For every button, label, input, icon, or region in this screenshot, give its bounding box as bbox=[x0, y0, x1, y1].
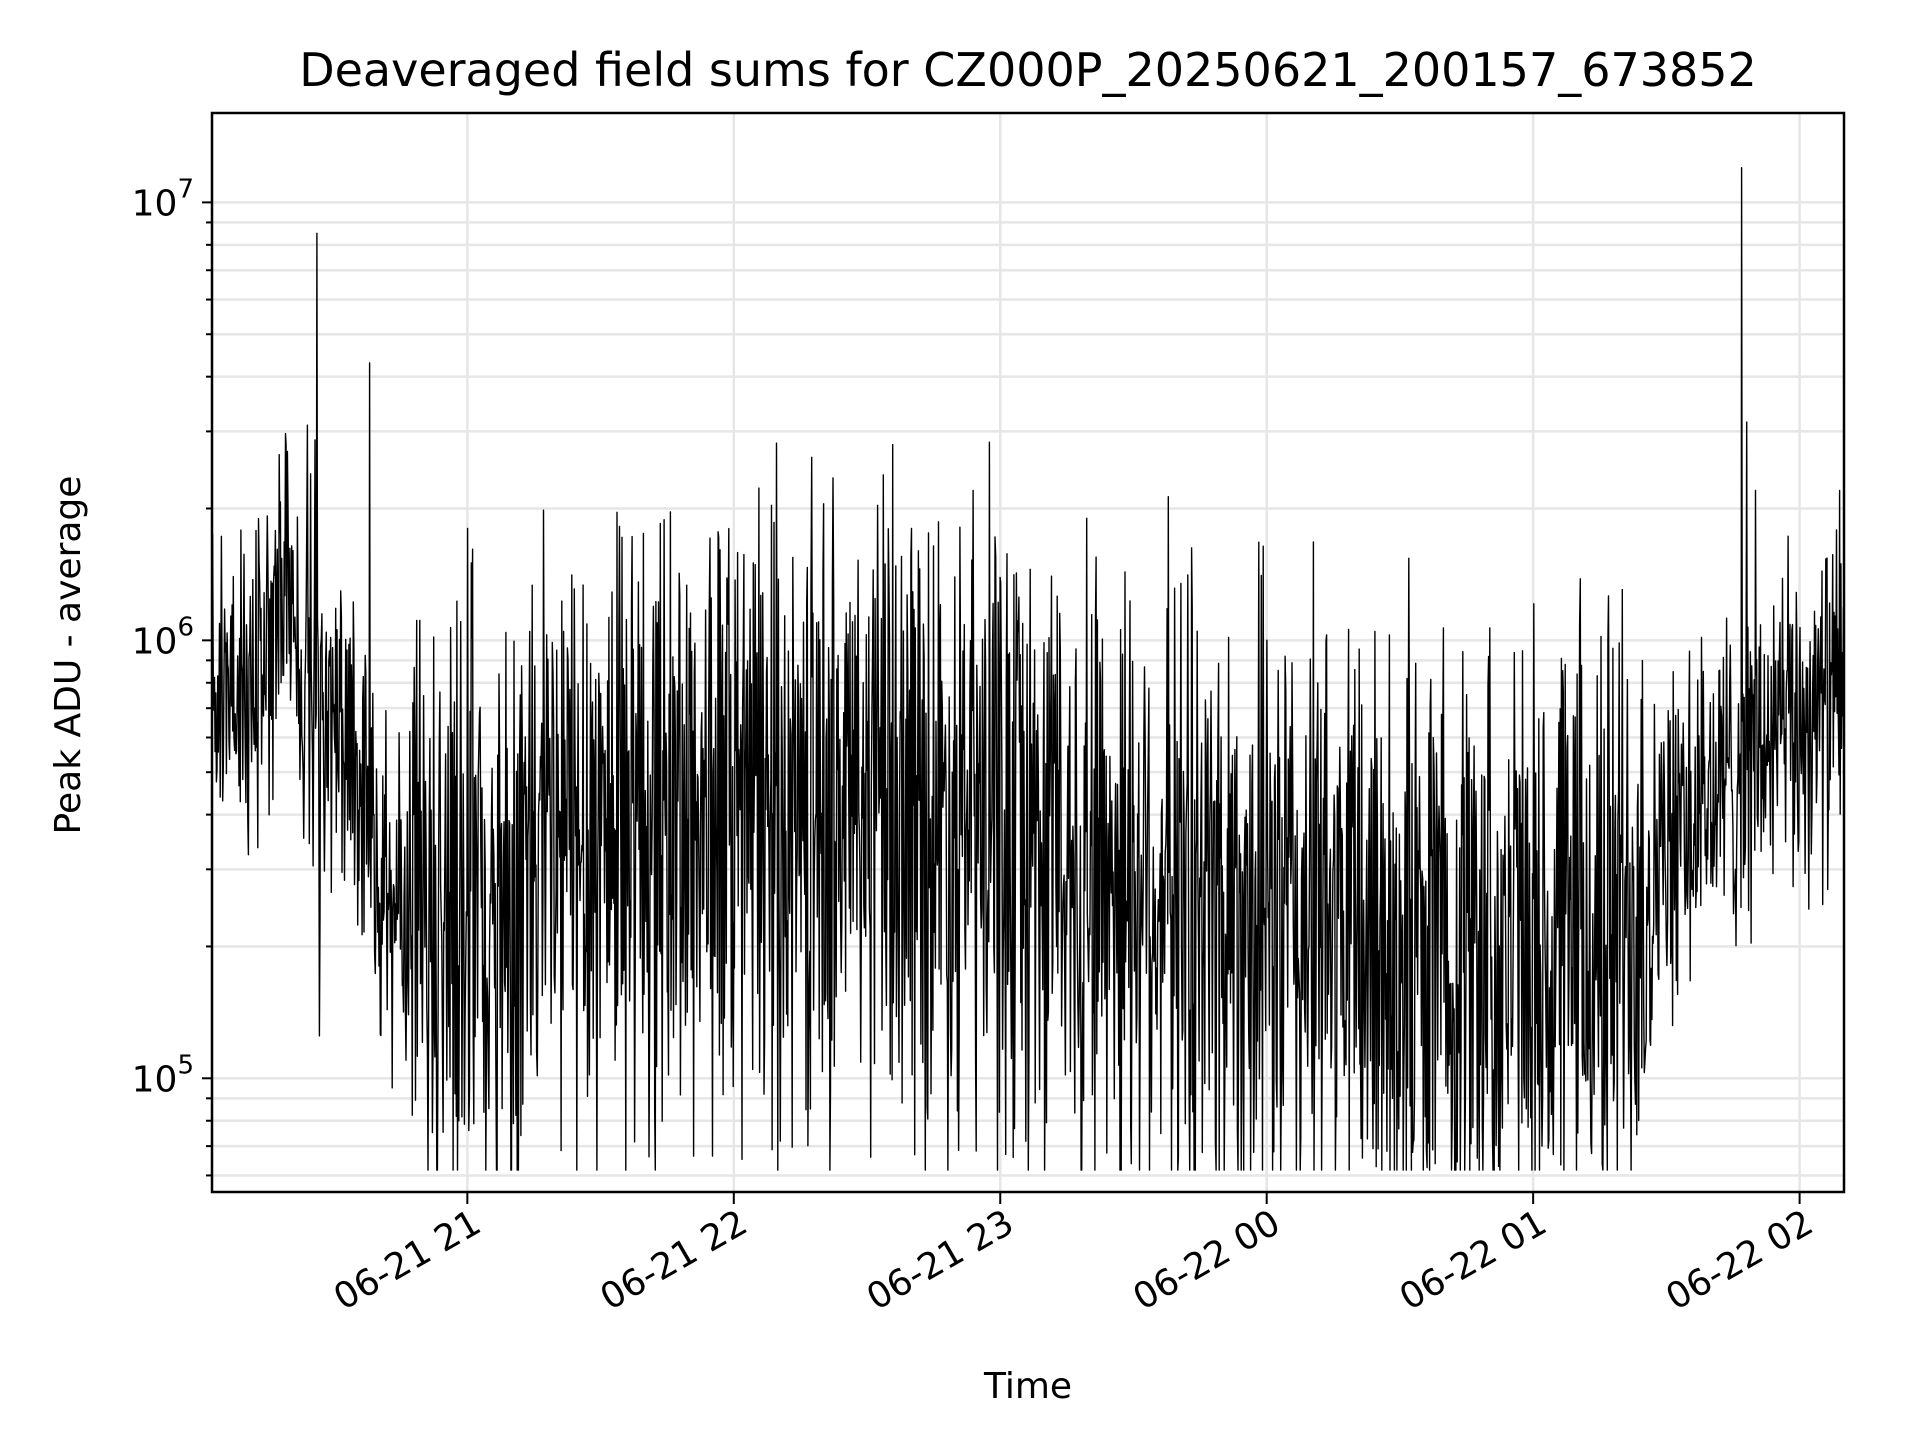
y-tick-label-base: 10 bbox=[132, 183, 178, 224]
y-tick-label-exponent: 6 bbox=[177, 612, 194, 642]
grid-layer bbox=[212, 113, 1844, 1192]
y-axis-label: Peak ADU - average bbox=[48, 476, 89, 835]
x-axis-label: Time bbox=[983, 1366, 1072, 1407]
plot-frame bbox=[210, 111, 1846, 1194]
y-tick-label: 107 bbox=[132, 174, 194, 224]
y-tick-label-exponent: 5 bbox=[177, 1050, 194, 1080]
y-tick-label: 105 bbox=[132, 1050, 194, 1100]
y-tick-label-base: 10 bbox=[132, 621, 178, 662]
series-line bbox=[212, 167, 1844, 1171]
chart-title: Deaveraged field sums for CZ000P_2025062… bbox=[299, 43, 1757, 97]
y-tick-label: 106 bbox=[132, 612, 194, 662]
y-tick-label-base: 10 bbox=[132, 1059, 178, 1100]
y-tick-label-exponent: 7 bbox=[177, 174, 194, 204]
series-layer bbox=[212, 167, 1844, 1171]
